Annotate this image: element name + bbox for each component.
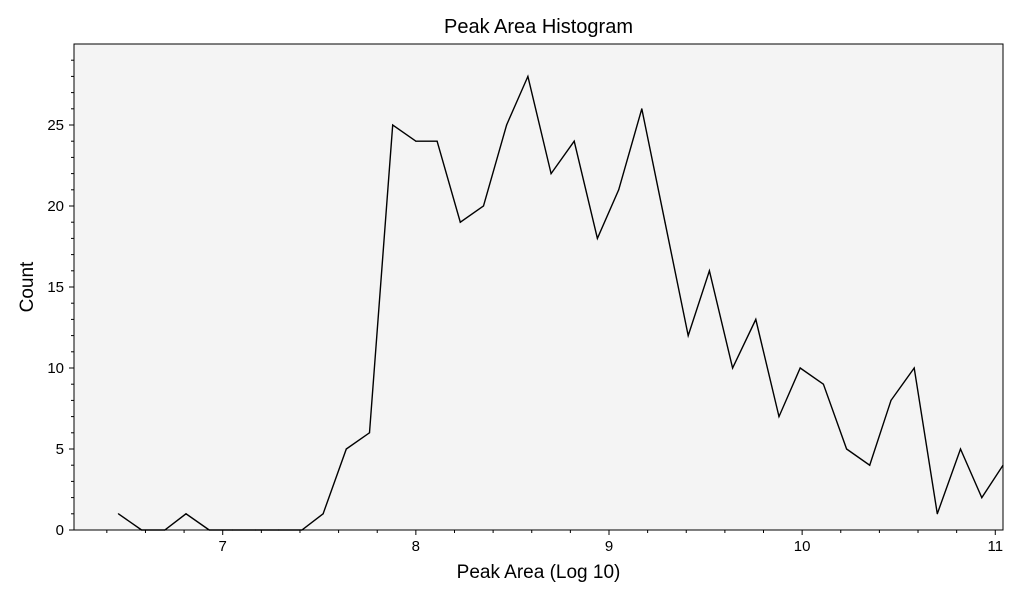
data-point: [845, 448, 848, 450]
data-point: [392, 124, 394, 126]
data-point: [708, 270, 711, 272]
y-tick-label: 20: [47, 198, 64, 215]
data-point: [459, 221, 461, 223]
y-tick-label: 25: [47, 117, 64, 134]
data-point: [869, 464, 871, 466]
data-point: [345, 448, 347, 450]
data-point: [641, 108, 643, 110]
data-point: [368, 432, 371, 434]
x-axis-label: Peak Area (Log 10): [457, 562, 621, 583]
x-tick-label: 8: [412, 538, 420, 555]
y-tick-label: 15: [47, 279, 64, 296]
data-point: [482, 205, 485, 207]
chart-title: Peak Area Histogram: [444, 16, 633, 38]
data-point: [185, 513, 187, 515]
y-axis-label: Count: [17, 261, 38, 312]
data-point: [550, 173, 552, 175]
data-point: [527, 75, 529, 77]
y-tick-label: 0: [56, 522, 64, 539]
x-tick-label: 9: [605, 538, 613, 555]
data-point: [822, 383, 824, 385]
data-point: [322, 513, 324, 515]
x-tick-labels: 7 8 9 10 11: [219, 538, 1004, 555]
data-point: [778, 416, 780, 418]
major-ticks: [69, 124, 996, 535]
data-point: [890, 399, 892, 401]
data-point: [732, 367, 734, 369]
data-point: [799, 367, 801, 369]
x-tick-label: 11: [987, 538, 1003, 555]
data-point: [664, 221, 666, 223]
data-point: [415, 140, 417, 142]
data-point: [687, 335, 689, 337]
data-point: [506, 124, 508, 126]
data-point: [117, 513, 120, 515]
data-point: [573, 140, 575, 142]
plot-background: [74, 44, 1003, 530]
y-tick-labels: 0 5 10 15 20 25: [47, 117, 64, 539]
data-point: [913, 367, 915, 369]
data-point: [618, 189, 620, 191]
data-point: [596, 237, 599, 239]
data-point: [981, 497, 983, 499]
data-point: [959, 448, 962, 450]
y-tick-label: 10: [47, 360, 64, 377]
data-point: [755, 318, 757, 320]
y-tick-label: 5: [56, 441, 64, 458]
data-point: [436, 140, 438, 142]
plot-frame: [73, 43, 1004, 531]
data-point: [936, 513, 938, 515]
x-tick-label: 10: [794, 538, 811, 555]
x-tick-label: 7: [219, 538, 227, 555]
